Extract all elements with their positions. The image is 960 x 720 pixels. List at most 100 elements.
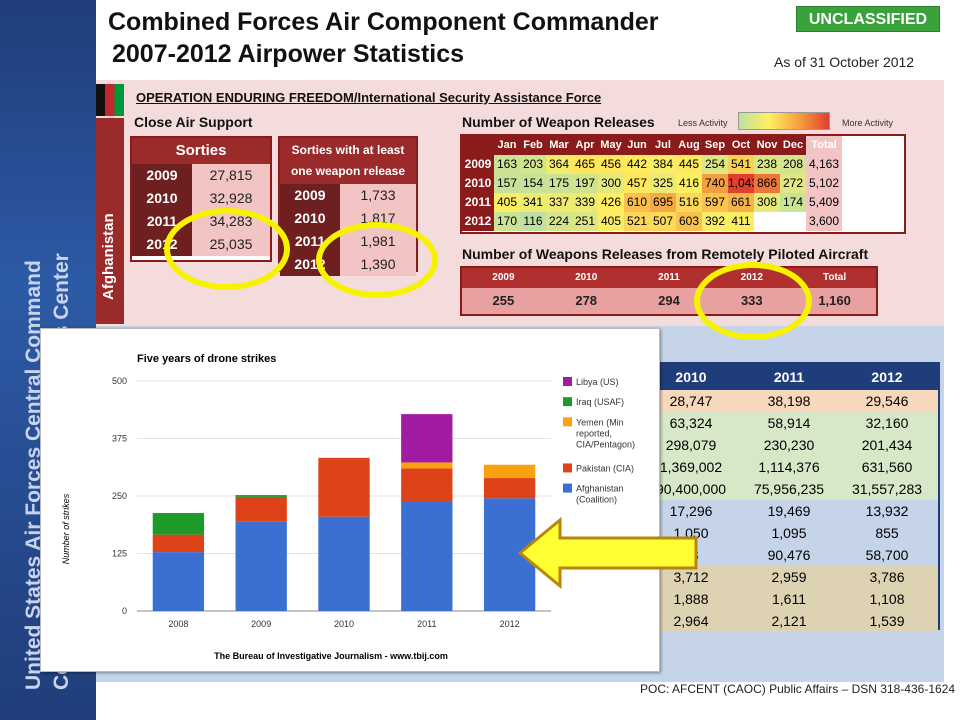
total-cell: 4,163 [806,155,842,174]
activity-scale-bar [738,112,830,130]
heatmap-cell: 341 [520,193,546,212]
bar-segment [318,457,370,517]
statistics-cell: 1,108 [869,591,905,607]
oef-title: OPERATION ENDURING FREEDOM/International… [136,90,602,105]
month-header: May [598,136,624,155]
statistics-row: 28,747 38,198 29,546 [642,390,938,412]
release-sorties-header: Sorties with at least one weapon release [280,138,416,184]
rpa-value-cell: 278 [575,293,598,308]
heatmap-cell: 521 [624,212,650,231]
heatmap-cell: 238 [754,155,780,174]
value-cell: 27,815 [192,164,270,187]
heatmap-cell: 661 [728,193,754,212]
heatmap-cell: 254 [702,155,728,174]
month-header: Mar [546,136,572,155]
highlight-ellipse [694,262,812,340]
bar-segment [401,501,453,611]
statistics-cell: 29,546 [865,393,909,409]
sorties-row: 2010 32,928 [132,187,270,210]
statistics-row: 1,888 1,611 1,108 [642,588,938,610]
x-tick-label: 2008 [168,619,188,629]
heatmap-cell: 325 [650,174,676,193]
heatmap-cell: 175 [546,174,572,193]
heatmap-cell: 174 [780,193,806,212]
highlight-ellipse [164,208,290,290]
value-cell: 1,733 [340,184,416,207]
statistics-cell: 32,160 [865,415,909,431]
statistics-cell: 1,369,002 [659,459,723,475]
bar-segment [235,495,287,497]
year-cell: 2009 [462,155,494,174]
heatmap-cell [780,212,806,231]
y-tick-label: 375 [112,434,127,444]
bar-segment [235,521,287,611]
month-header: Jun [624,136,650,155]
year-cell: 2009 [132,164,192,187]
rpa-value-cell: 294 [658,293,680,308]
weapon-releases-row: 2011 405 341 337 339 426 610 695 516 597 661 308 174… [462,193,904,212]
classification-badge: UNCLASSIFIED [796,6,940,32]
bar-segment [235,496,287,522]
heatmap-cell: 1,043 [728,174,758,193]
country-label: Afghanistan [100,213,117,300]
heatmap-cell: 203 [520,155,546,174]
statistics-cell: 2,964 [673,613,709,629]
statistics-cell: 19,469 [767,503,811,519]
rpa-header-cell: 2010 [575,272,598,283]
total-cell: 5,409 [806,193,842,212]
heatmap-cell: 337 [546,193,572,212]
chart-svg: Five years of drone strikes Number of st… [61,353,635,661]
statistics-cell: 230,230 [763,437,815,453]
heatmap-cell: 866 [754,174,780,193]
statistics-cell: 28,747 [669,393,713,409]
weapon-releases-row: 2012 170 116 224 251 405 521 507 603 392 411 3,600 [462,212,904,231]
month-header: Apr [572,136,598,155]
statistics-cell: 90,476 [767,547,811,563]
statistics-row: 17,296 19,469 13,932 [642,500,938,522]
rpa-value-row: 255 278 294 333 1,160 [462,288,876,314]
heatmap-cell: 272 [780,174,806,193]
release-header-line1: Sorties with at least [291,143,405,157]
heatmap-cell: 740 [702,174,728,193]
bar-segment [401,468,453,502]
chart-title: Five years of drone strikes [137,353,276,365]
heatmap-cell: 224 [546,212,572,231]
year-cell: 2009 [280,184,340,207]
x-tick-label: 2009 [251,619,271,629]
weapon-releases-table: Jan Feb Mar Apr May Jun Jul Aug Sep Oct Nov Dec Tota… [460,134,906,234]
heatmap-cell: 426 [598,193,624,212]
statistics-cell: 75,956,235 [753,481,825,497]
release-header-line2: one weapon release [290,164,406,178]
statistics-row: 63,324 58,914 32,160 [642,412,938,434]
rpa-header-row: 2009 2010 2011 2012 Total [462,268,876,288]
scale-less-label: Less Activity [678,118,728,128]
rpa-value-cell: 255 [492,293,515,308]
statistics-header-cell: 2012 [871,369,903,385]
legend-label: Libya (US) [576,377,619,387]
heatmap-cell: 405 [494,193,520,212]
chart-source: The Bureau of Investigative Journalism -… [214,651,448,661]
statistics-cell: 13,932 [865,503,909,519]
heatmap-cell: 442 [624,155,650,174]
statistics-cell: 631,560 [861,459,913,475]
statistics-cell: 855 [875,525,899,541]
bar-segment [152,552,205,611]
rpa-header-cell: 2009 [492,272,515,283]
heatmap-cell: 445 [676,155,702,174]
month-header: Jan [494,136,520,155]
statistics-table: 2010 2011 2012 28,747 38,198 29,546 63,324 58,9… [640,362,940,632]
year-cell: 2010 [132,187,192,210]
weapon-releases-row: 2010 157 154 175 197 300 457 325 416 740 1,043 866 2… [462,174,904,193]
statistics-cell: 58,700 [865,547,909,563]
heatmap-cell: 364 [546,155,572,174]
legend-swatch [563,397,572,407]
statistics-cell: 63,324 [669,415,713,431]
heatmap-cell: 457 [624,174,650,193]
drone-strikes-chart: Five years of drone strikes Number of st… [40,328,660,672]
statistics-cell: 17,296 [669,503,713,519]
heatmap-cell: 384 [650,155,676,174]
as-of-date: As of 31 October 2012 [774,54,915,70]
legend-label: Iraq (USAF) [576,397,624,407]
heatmap-cell: 465 [572,155,598,174]
heatmap-cell: 197 [572,174,598,193]
